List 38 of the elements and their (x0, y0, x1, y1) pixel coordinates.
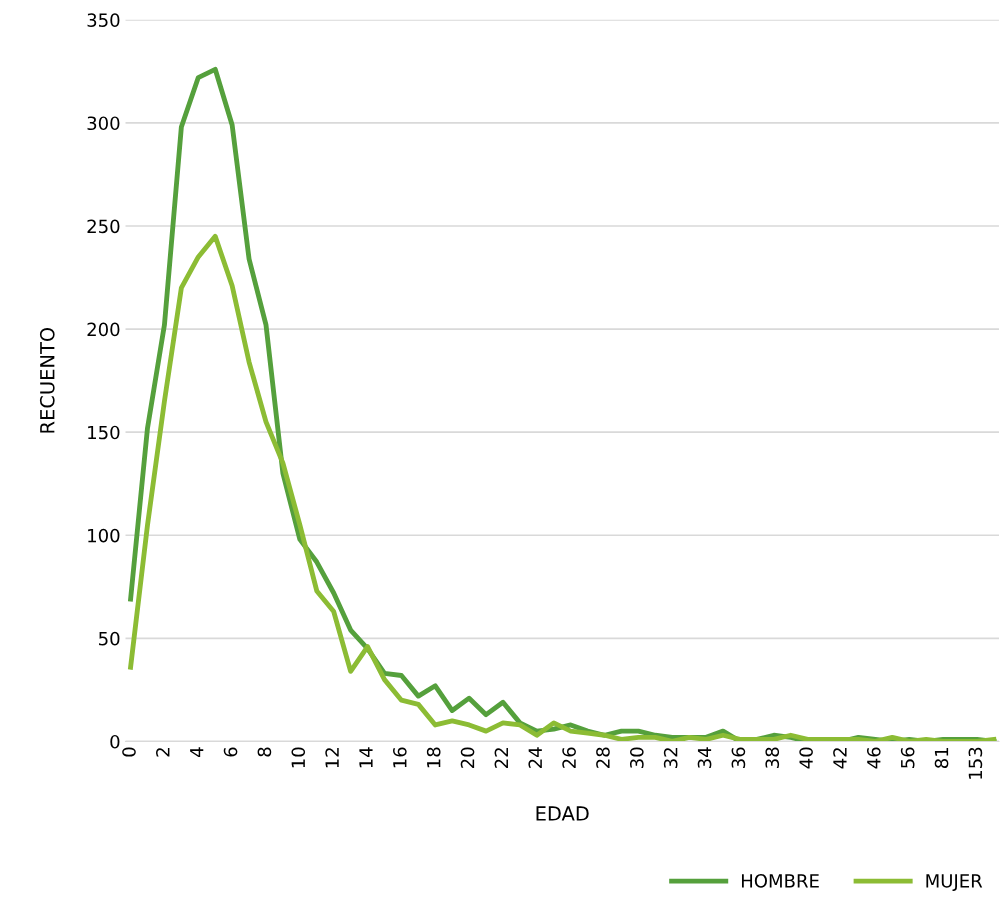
legend-label: MUJER (926, 874, 983, 892)
x-axis-title: EDAD (536, 806, 589, 821)
y-tick-label: 150 (88, 425, 120, 440)
x-tick-label: 8 (257, 747, 272, 757)
y-tick-label: 200 (87, 322, 120, 337)
y-tick-label: 50 (99, 631, 120, 646)
x-tick-label: 38 (765, 747, 780, 768)
x-tick-label: 14 (359, 747, 373, 768)
x-tick-label: 18 (426, 747, 441, 768)
y-tick-label: 250 (87, 219, 120, 234)
x-tick-label: 56 (900, 747, 915, 768)
x-tick-label: 26 (562, 747, 576, 768)
x-tick-label: 34 (697, 747, 712, 768)
x-tick-label: 4 (190, 747, 204, 757)
x-tick-label: 20 (460, 747, 475, 768)
x-tick-label: 36 (731, 747, 746, 768)
y-axis-title: RECUENTO (39, 327, 55, 433)
x-tick-label: 81 (934, 747, 949, 769)
x-tick-label: 40 (799, 747, 813, 769)
x-tick-label: 0 (122, 747, 136, 757)
y-tick-label: 100 (88, 528, 120, 543)
x-tick-label: 28 (596, 747, 610, 768)
x-tick-label: 30 (630, 747, 644, 768)
x-tick-label: 42 (833, 748, 847, 769)
x-tick-label: 12 (325, 748, 339, 768)
x-tick-label: 32 (663, 748, 678, 768)
x-tick-label: 153 (968, 747, 983, 779)
x-tick-label: 2 (156, 748, 170, 757)
x-tick-label: 24 (528, 747, 542, 768)
y-tick-label: 300 (87, 116, 120, 131)
x-tick-label: 22 (494, 748, 508, 768)
line-series (128, 233, 997, 742)
x-tick-label: 16 (393, 747, 407, 768)
y-tick-label: 350 (87, 13, 120, 27)
x-tick-label: 10 (291, 747, 306, 768)
x-tick-label: 6 (223, 747, 238, 757)
x-tick-label: 46 (866, 747, 881, 769)
legend-label: HOMBRE (741, 874, 819, 888)
